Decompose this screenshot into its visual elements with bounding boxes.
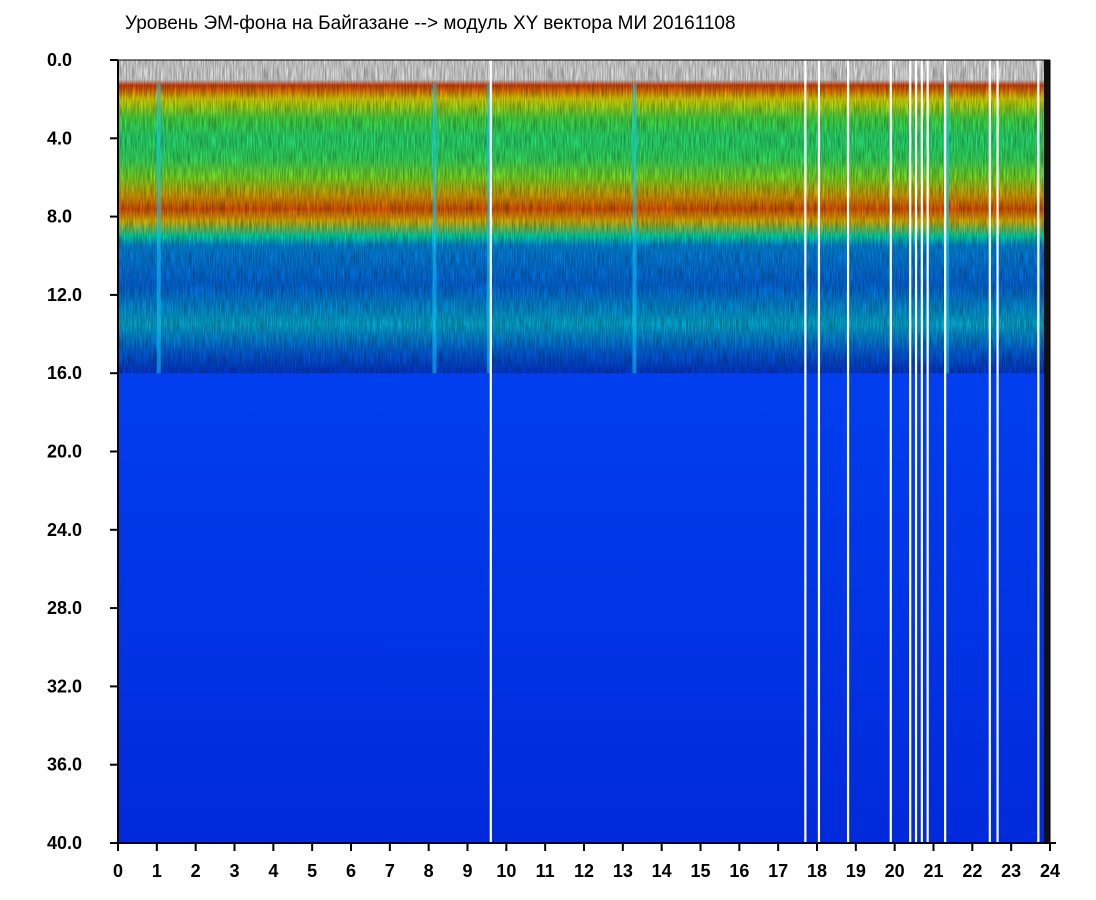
- x-tick-label: 8: [424, 861, 434, 881]
- x-tick-label: 16: [729, 861, 749, 881]
- dip-streak: [632, 83, 637, 374]
- y-tick-label: 4.0: [47, 128, 72, 148]
- y-tick-label: 32.0: [47, 676, 82, 696]
- x-tick-label: 17: [768, 861, 788, 881]
- dip-streak: [156, 83, 161, 374]
- spectrogram-texture: [118, 60, 1050, 374]
- x-tick-label: 10: [496, 861, 516, 881]
- x-tick-label: 21: [923, 861, 943, 881]
- y-tick-label: 0.0: [47, 50, 72, 70]
- data-gaps: [489, 60, 1050, 843]
- y-tick-label: 8.0: [47, 207, 72, 227]
- y-tick-label: 24.0: [47, 520, 82, 540]
- x-tick-label: 18: [807, 861, 827, 881]
- y-tick-label: 12.0: [47, 285, 82, 305]
- dip-streak: [432, 83, 437, 374]
- x-tick-label: 9: [462, 861, 472, 881]
- x-tick-label: 7: [385, 861, 395, 881]
- x-tick-label: 12: [574, 861, 594, 881]
- x-tick-label: 14: [652, 861, 672, 881]
- x-tick-label: 3: [229, 861, 239, 881]
- x-tick-label: 15: [690, 861, 710, 881]
- x-tick-label: 13: [613, 861, 633, 881]
- y-tick-label: 36.0: [47, 755, 82, 775]
- chart-title: Уровень ЭМ-фона на Байгазане --> модуль …: [125, 13, 736, 34]
- y-axis-ticks: 0.0 4.0 8.0 12.0 16.0 20.0 24.0 28.0 32.0 36.0 40.…: [47, 50, 118, 853]
- dip-streak: [945, 83, 950, 374]
- dip-streak: [486, 83, 491, 374]
- plot-area: [118, 60, 1050, 843]
- x-tick-label: 4: [268, 861, 278, 881]
- x-tick-label: 1: [152, 861, 162, 881]
- x-tick-label: 23: [1001, 861, 1021, 881]
- x-tick-label: 20: [885, 861, 905, 881]
- x-axis-ticks: 0 1 2 3 4 5 6 7 8 9 10 11 12 13 14 15 16 17 18 19 20 21 22 23 24: [113, 843, 1060, 881]
- x-tick-label: 11: [536, 861, 555, 881]
- x-tick-label: 0: [113, 861, 123, 881]
- x-tick-label: 5: [307, 861, 317, 881]
- x-tick-label: 19: [846, 861, 866, 881]
- y-tick-label: 28.0: [47, 598, 82, 618]
- x-tick-label: 6: [346, 861, 356, 881]
- y-tick-label: 20.0: [47, 442, 82, 462]
- y-tick-label: 16.0: [47, 363, 82, 383]
- end-marker: [1044, 60, 1050, 843]
- y-tick-label: 40.0: [47, 833, 82, 853]
- x-tick-label: 22: [962, 861, 982, 881]
- x-tick-label: 2: [191, 861, 201, 881]
- x-tick-label: 24: [1040, 861, 1060, 881]
